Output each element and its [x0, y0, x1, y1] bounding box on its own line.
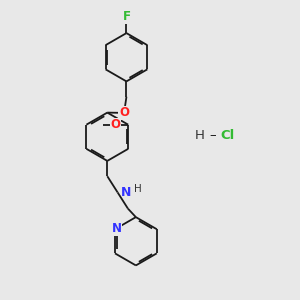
Text: O: O	[119, 106, 129, 119]
Text: H: H	[195, 129, 205, 142]
Text: N: N	[111, 222, 122, 235]
Text: Cl: Cl	[221, 129, 235, 142]
Text: N: N	[121, 186, 131, 199]
Text: O: O	[111, 118, 121, 131]
Text: H: H	[134, 184, 142, 194]
Text: –: –	[209, 129, 216, 142]
Text: F: F	[122, 11, 130, 23]
